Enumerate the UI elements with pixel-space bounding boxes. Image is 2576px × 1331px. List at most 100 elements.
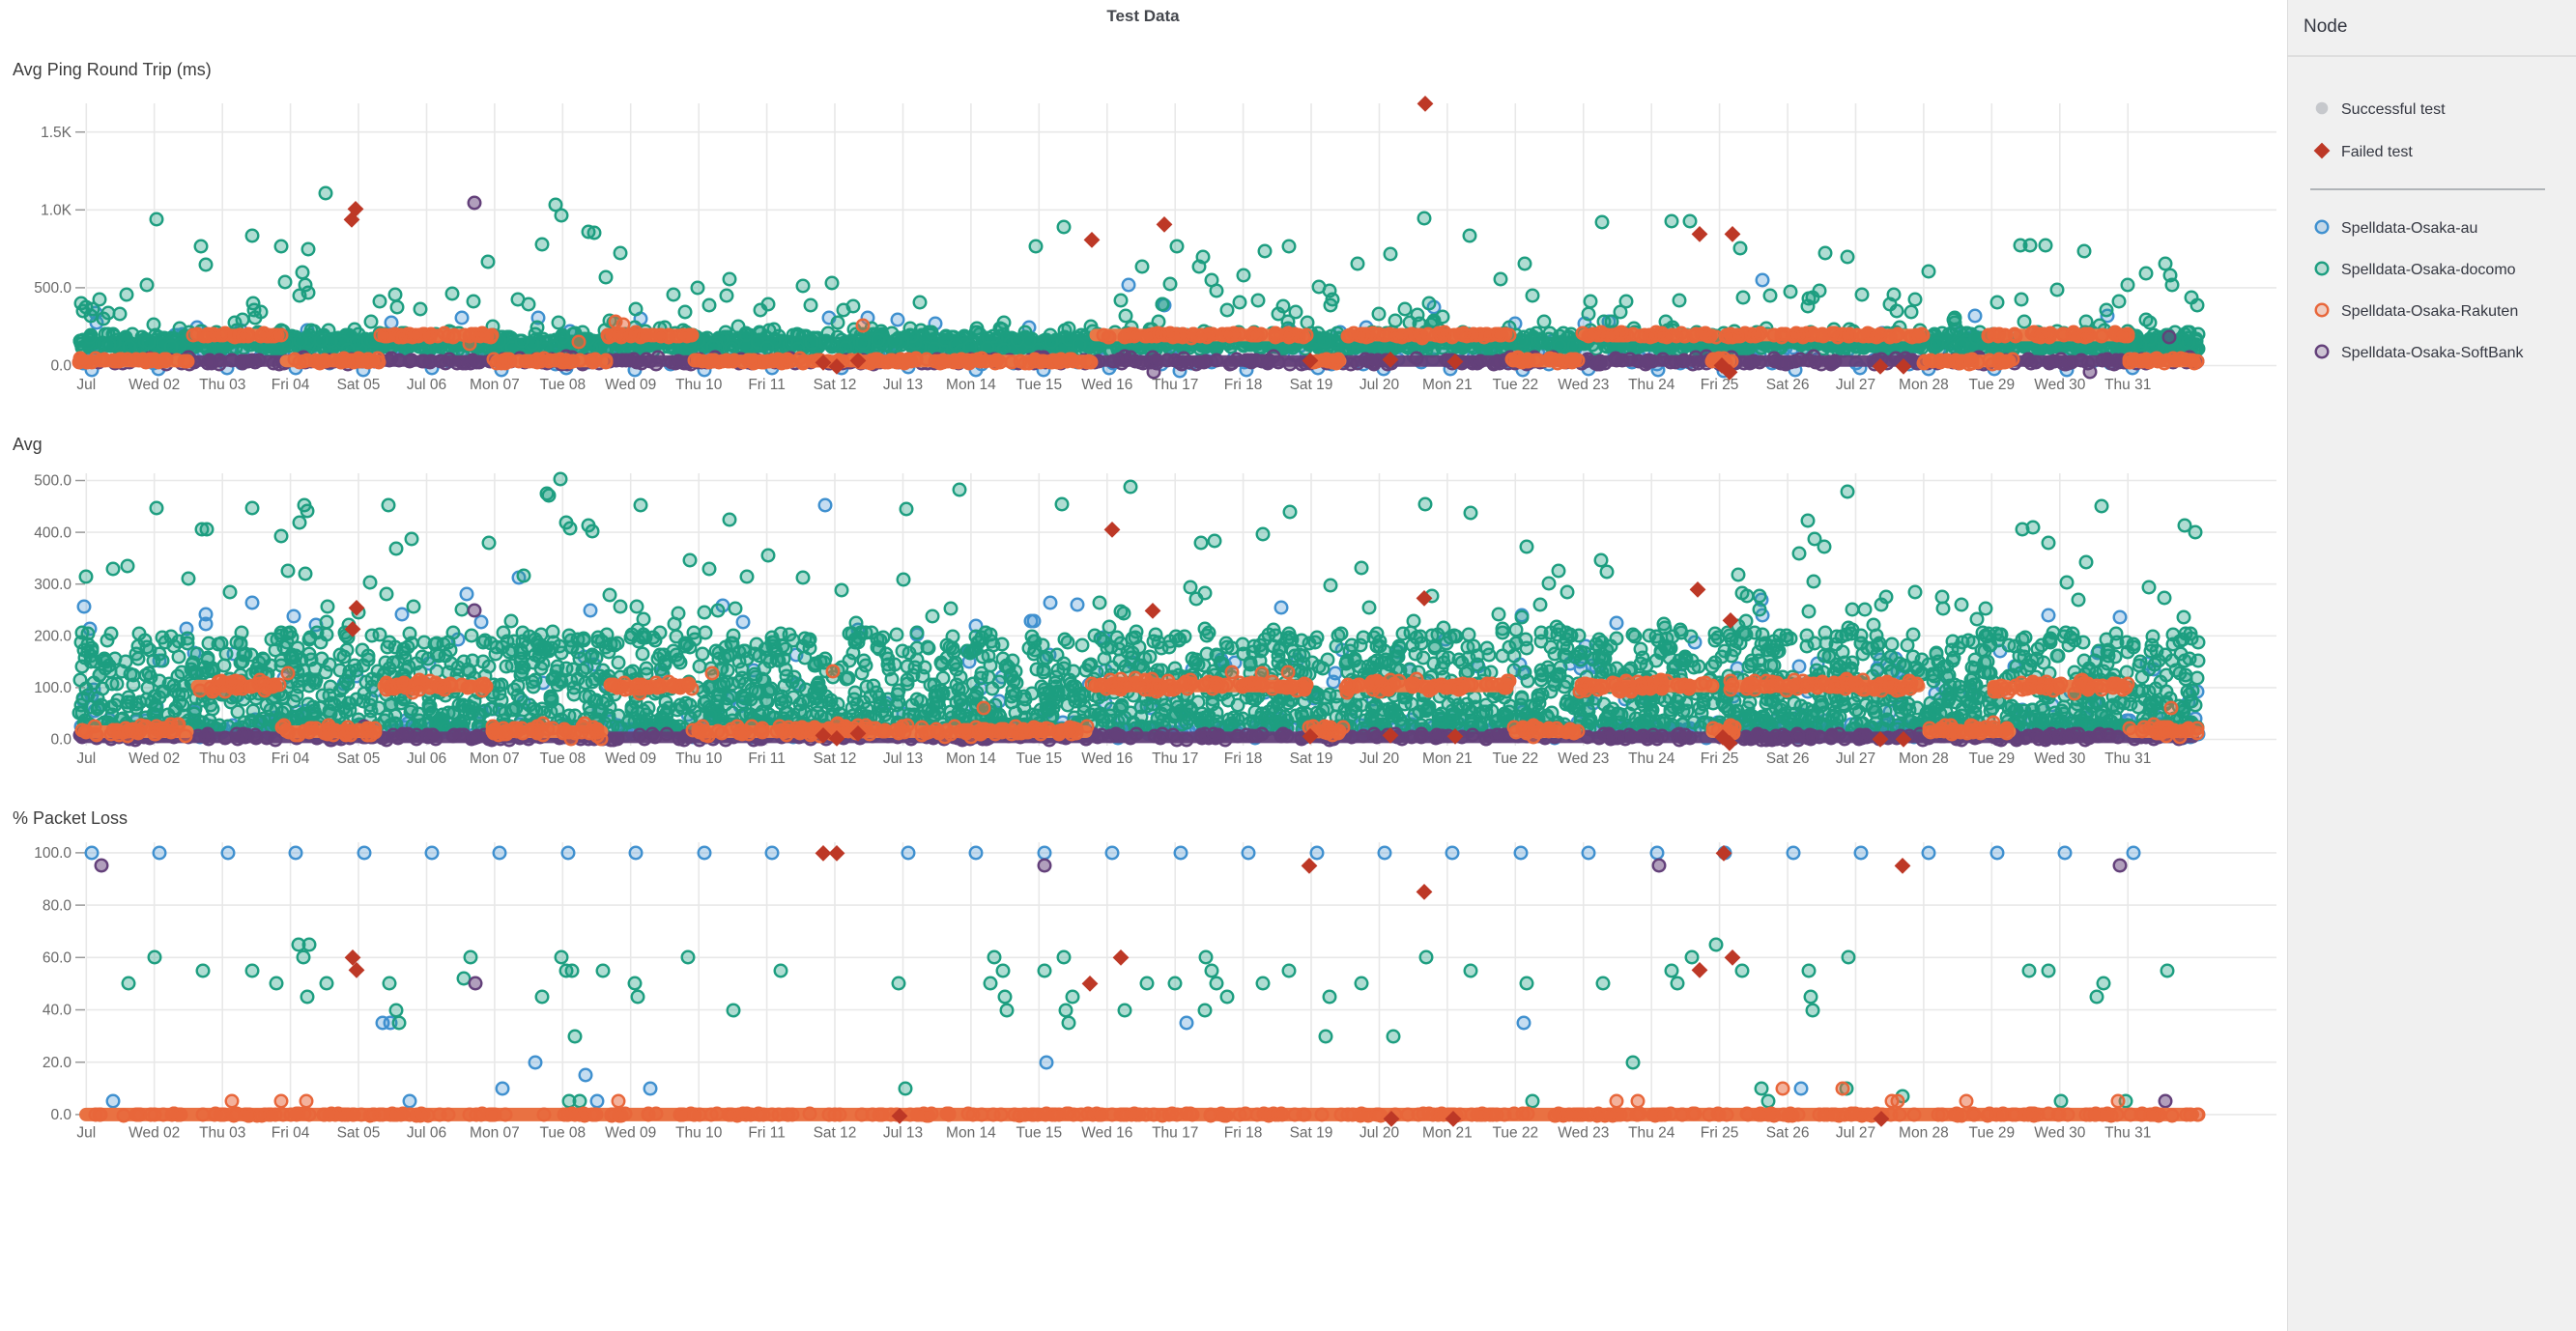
svg-text:Wed 02: Wed 02 — [129, 1125, 180, 1142]
svg-text:Thu 31: Thu 31 — [2104, 377, 2151, 393]
svg-text:Thu 24: Thu 24 — [1628, 377, 1675, 393]
svg-text:Tue 08: Tue 08 — [539, 750, 586, 767]
svg-text:Thu 10: Thu 10 — [675, 377, 723, 393]
svg-text:Wed 30: Wed 30 — [2034, 1125, 2086, 1142]
svg-text:Avg: Avg — [13, 435, 43, 454]
svg-text:Fri 04: Fri 04 — [272, 1125, 310, 1142]
svg-text:Sat 19: Sat 19 — [1290, 1125, 1333, 1142]
svg-text:Fri 25: Fri 25 — [1701, 1125, 1739, 1142]
svg-text:Fri 11: Fri 11 — [748, 377, 785, 393]
svg-text:Jul: Jul — [76, 750, 96, 767]
svg-text:20.0: 20.0 — [43, 1055, 72, 1071]
svg-text:Jul: Jul — [76, 377, 96, 393]
svg-text:Wed 16: Wed 16 — [1081, 377, 1132, 393]
svg-text:Fri 18: Fri 18 — [1224, 750, 1263, 767]
svg-text:Sat 05: Sat 05 — [337, 750, 381, 767]
svg-text:Sat 12: Sat 12 — [814, 377, 857, 393]
svg-text:Wed 16: Wed 16 — [1081, 750, 1132, 767]
svg-text:1.5K: 1.5K — [41, 125, 72, 141]
svg-text:Fri 04: Fri 04 — [272, 377, 310, 393]
svg-text:60.0: 60.0 — [43, 950, 72, 967]
svg-text:Sat 12: Sat 12 — [814, 750, 857, 767]
svg-text:Fri 04: Fri 04 — [272, 750, 310, 767]
svg-text:Wed 09: Wed 09 — [605, 1125, 656, 1142]
svg-text:Jul 06: Jul 06 — [407, 1125, 446, 1142]
svg-text:Fri 18: Fri 18 — [1224, 377, 1263, 393]
svg-text:Mon 07: Mon 07 — [470, 377, 520, 393]
svg-text:Jul: Jul — [76, 1125, 96, 1142]
svg-text:Wed 02: Wed 02 — [129, 750, 180, 767]
svg-text:Wed 30: Wed 30 — [2034, 750, 2086, 767]
svg-text:40.0: 40.0 — [43, 1003, 72, 1019]
svg-text:100.0: 100.0 — [34, 680, 72, 696]
svg-text:Tue 22: Tue 22 — [1492, 1125, 1538, 1142]
svg-text:Test Data: Test Data — [1106, 7, 1180, 25]
svg-text:Wed 30: Wed 30 — [2034, 377, 2086, 393]
svg-text:Thu 03: Thu 03 — [199, 750, 245, 767]
svg-text:Thu 17: Thu 17 — [1152, 377, 1198, 393]
svg-text:Wed 09: Wed 09 — [605, 377, 656, 393]
svg-text:Wed 16: Wed 16 — [1081, 1125, 1132, 1142]
svg-text:Thu 10: Thu 10 — [675, 1125, 723, 1142]
svg-text:Jul 13: Jul 13 — [883, 377, 923, 393]
svg-text:Tue 15: Tue 15 — [1016, 1125, 1062, 1142]
svg-text:Mon 07: Mon 07 — [470, 1125, 520, 1142]
svg-text:Avg Ping Round Trip (ms): Avg Ping Round Trip (ms) — [13, 60, 212, 79]
svg-text:Thu 03: Thu 03 — [199, 377, 245, 393]
svg-text:Tue 29: Tue 29 — [1968, 750, 2015, 767]
svg-text:300.0: 300.0 — [34, 577, 72, 593]
svg-text:Tue 29: Tue 29 — [1968, 377, 2015, 393]
svg-text:Sat 05: Sat 05 — [337, 1125, 381, 1142]
svg-text:80.0: 80.0 — [43, 897, 72, 914]
svg-text:Mon 14: Mon 14 — [946, 750, 996, 767]
svg-text:Thu 31: Thu 31 — [2104, 1125, 2151, 1142]
svg-text:Mon 21: Mon 21 — [1422, 1125, 1473, 1142]
svg-text:Sat 26: Sat 26 — [1766, 750, 1810, 767]
svg-text:Wed 23: Wed 23 — [1558, 377, 1609, 393]
svg-text:Tue 15: Tue 15 — [1016, 750, 1062, 767]
svg-text:Fri 18: Fri 18 — [1224, 1125, 1263, 1142]
svg-text:Jul 06: Jul 06 — [407, 377, 446, 393]
svg-text:Mon 14: Mon 14 — [946, 377, 996, 393]
svg-text:Thu 31: Thu 31 — [2104, 750, 2151, 767]
svg-text:Jul 20: Jul 20 — [1360, 377, 1400, 393]
svg-text:Mon 14: Mon 14 — [946, 1125, 996, 1142]
svg-text:Jul 27: Jul 27 — [1836, 1125, 1875, 1142]
svg-text:Thu 24: Thu 24 — [1628, 1125, 1675, 1142]
svg-text:1.0K: 1.0K — [41, 203, 72, 219]
svg-text:Jul 06: Jul 06 — [407, 750, 446, 767]
svg-text:Thu 17: Thu 17 — [1152, 750, 1198, 767]
svg-text:Jul 20: Jul 20 — [1360, 1125, 1400, 1142]
svg-text:Sat 12: Sat 12 — [814, 1125, 857, 1142]
svg-text:Fri 25: Fri 25 — [1701, 377, 1739, 393]
svg-text:Tue 22: Tue 22 — [1492, 750, 1538, 767]
svg-text:Mon 28: Mon 28 — [1899, 750, 1949, 767]
svg-text:Tue 22: Tue 22 — [1492, 377, 1538, 393]
svg-text:Thu 03: Thu 03 — [199, 1125, 245, 1142]
svg-text:Sat 19: Sat 19 — [1290, 750, 1333, 767]
svg-text:Fri 11: Fri 11 — [748, 750, 785, 767]
svg-text:Mon 07: Mon 07 — [470, 750, 520, 767]
svg-text:Jul 27: Jul 27 — [1836, 750, 1875, 767]
svg-text:Sat 19: Sat 19 — [1290, 377, 1333, 393]
svg-text:Fri 11: Fri 11 — [748, 1125, 785, 1142]
svg-text:Jul 20: Jul 20 — [1360, 750, 1400, 767]
svg-text:Sat 26: Sat 26 — [1766, 1125, 1810, 1142]
svg-text:500.0: 500.0 — [34, 280, 72, 297]
svg-text:Jul 13: Jul 13 — [883, 1125, 923, 1142]
svg-text:Tue 08: Tue 08 — [539, 1125, 586, 1142]
svg-text:200.0: 200.0 — [34, 629, 72, 645]
svg-text:400.0: 400.0 — [34, 524, 72, 541]
svg-text:Wed 23: Wed 23 — [1558, 750, 1609, 767]
svg-text:Thu 24: Thu 24 — [1628, 750, 1675, 767]
svg-text:Thu 10: Thu 10 — [675, 750, 723, 767]
svg-text:Tue 15: Tue 15 — [1016, 377, 1062, 393]
svg-text:Mon 21: Mon 21 — [1422, 750, 1473, 767]
svg-text:Wed 09: Wed 09 — [605, 750, 656, 767]
svg-text:Tue 08: Tue 08 — [539, 377, 586, 393]
svg-text:100.0: 100.0 — [34, 845, 72, 862]
svg-text:% Packet Loss: % Packet Loss — [13, 808, 128, 828]
svg-text:Sat 26: Sat 26 — [1766, 377, 1810, 393]
svg-text:0.0: 0.0 — [50, 358, 72, 375]
svg-text:0.0: 0.0 — [50, 732, 72, 749]
